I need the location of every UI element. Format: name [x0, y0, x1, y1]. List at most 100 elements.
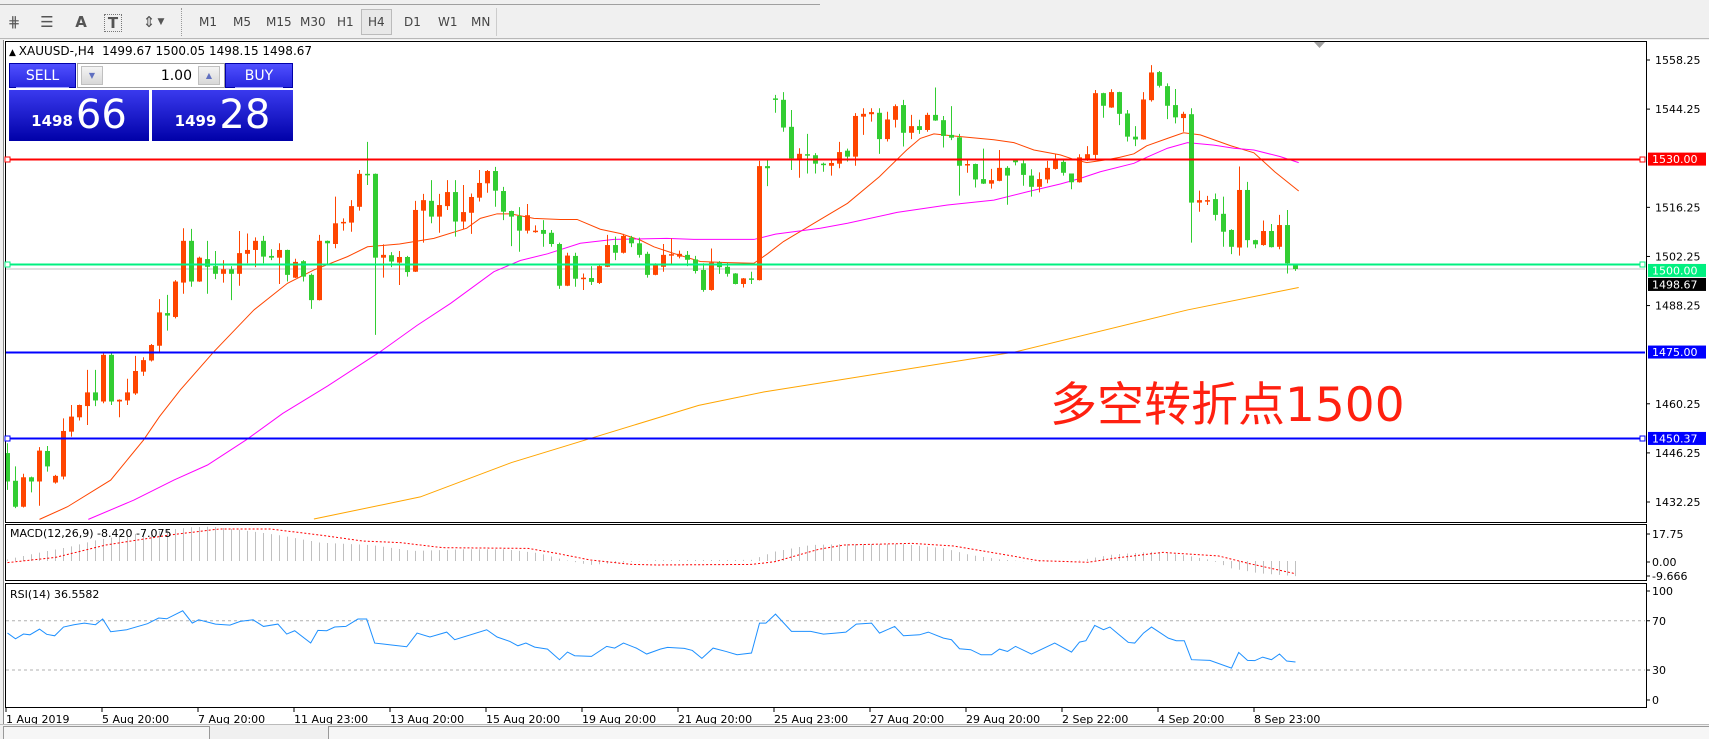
candle: [709, 248, 714, 291]
candle: [613, 236, 618, 261]
candle-body: [781, 99, 786, 128]
candle-body: [789, 126, 794, 159]
candle: [21, 473, 26, 508]
bottom-tab-bar: [0, 724, 1709, 739]
timeframe-h4[interactable]: H4: [361, 9, 392, 35]
time-tick-label: 13 Aug 20:00: [390, 713, 464, 726]
fibonacci-icon[interactable]: ☰: [40, 13, 54, 31]
candle: [1077, 154, 1082, 183]
candle-body: [677, 253, 682, 257]
chart-annotation-text[interactable]: 多空转折点1500: [1050, 378, 1405, 433]
timeframe-w1[interactable]: W1: [438, 15, 458, 29]
candle-body: [325, 240, 330, 244]
dropdown-arrow-icon[interactable]: ▼: [157, 17, 165, 27]
text-icon[interactable]: A: [75, 13, 87, 31]
price-tick-label: 1516.25: [1655, 201, 1701, 214]
candle: [637, 237, 642, 258]
timeframe-m15[interactable]: M15: [266, 15, 292, 29]
candle-body: [6, 453, 10, 482]
rsi-tick-label: 100: [1652, 585, 1673, 598]
candle-body: [69, 416, 74, 432]
candle: [605, 234, 610, 268]
candle: [261, 235, 266, 264]
sell-price-box[interactable]: 149866: [9, 90, 149, 141]
candle: [661, 243, 666, 272]
candle-body: [293, 261, 298, 278]
candle: [933, 87, 938, 121]
elliott-wave-icon[interactable]: ⋕: [7, 13, 21, 31]
candle: [1101, 92, 1106, 118]
candle-body: [453, 192, 458, 222]
chart-tab[interactable]: [3, 726, 210, 739]
candle: [1149, 65, 1154, 102]
time-tick-label: 5 Aug 20:00: [102, 713, 169, 726]
candle-body: [653, 265, 658, 275]
candle-body: [285, 249, 290, 275]
timeframe-m30[interactable]: M30: [300, 15, 326, 29]
candle: [965, 159, 970, 173]
timeframe-mn[interactable]: MN: [471, 15, 491, 29]
sell-button[interactable]: SELL: [9, 63, 76, 88]
price-tick-label: 1558.25: [1655, 54, 1701, 67]
candle-body: [917, 126, 922, 130]
time-tick-label: 11 Aug 23:00: [294, 713, 368, 726]
buy-button[interactable]: BUY: [225, 63, 293, 88]
candle: [1205, 195, 1210, 206]
candle: [589, 266, 594, 286]
candle-body: [821, 163, 826, 166]
symbol-label: XAUUSD-,H4: [18, 44, 95, 58]
candle-body: [941, 120, 946, 136]
candle-body: [477, 182, 482, 198]
candle-body: [501, 191, 506, 212]
timeframe-m1[interactable]: M1: [199, 15, 217, 29]
candle-body: [469, 196, 474, 213]
timeframe-h1[interactable]: H1: [337, 15, 354, 29]
candle: [165, 294, 170, 331]
candle: [1221, 196, 1226, 247]
lot-size-input[interactable]: [104, 66, 196, 85]
timeframe-d1[interactable]: D1: [404, 15, 421, 29]
candle: [1093, 89, 1098, 160]
candle-body: [565, 255, 570, 286]
candle-body: [1205, 200, 1210, 202]
candle-body: [181, 240, 186, 283]
buy-price-box[interactable]: 149928: [152, 90, 293, 141]
toolbar: ⋕ ☰ A T ⇕ ▼ M1 M5 M15 M30 H1 H4 D1 W1 MN: [0, 5, 1709, 39]
candle-body: [205, 259, 210, 267]
candle-body: [1181, 113, 1186, 119]
candle-body: [1253, 240, 1258, 245]
candle-body: [1277, 225, 1282, 247]
candle: [1133, 126, 1138, 147]
candle: [205, 240, 210, 294]
price-tick-label: 1488.25: [1655, 300, 1701, 313]
candle: [309, 273, 314, 309]
lot-increase-button[interactable]: ▲: [198, 66, 220, 85]
chart-tab[interactable]: [328, 726, 1709, 739]
candle-body: [1053, 159, 1058, 169]
candle-body: [517, 215, 522, 231]
lot-decrease-button[interactable]: ▼: [81, 66, 103, 85]
candle: [341, 218, 346, 231]
candle-body: [1085, 154, 1090, 160]
text-label-icon[interactable]: T: [104, 14, 122, 32]
candle: [797, 148, 802, 178]
level-price-label-box: [1648, 263, 1706, 277]
candle-body: [1037, 179, 1042, 187]
chart-shift-marker-icon[interactable]: [1314, 42, 1325, 48]
collapse-triangle-icon[interactable]: ▲: [9, 48, 19, 58]
candle: [69, 405, 74, 437]
candle-body: [1125, 113, 1130, 137]
candle-body: [1029, 175, 1034, 187]
macd-label: MACD(12,26,9) -8.420 -7.075: [10, 527, 171, 540]
candle-body: [629, 237, 634, 244]
arrows-icon[interactable]: ⇕: [142, 13, 156, 31]
candle-body: [773, 98, 778, 100]
candle-body: [989, 180, 994, 184]
candle-body: [949, 134, 954, 138]
timeframe-m5[interactable]: M5: [233, 15, 251, 29]
candle: [485, 169, 490, 193]
candle-body: [445, 192, 450, 207]
candle-body: [837, 152, 842, 164]
candle-body: [389, 255, 394, 262]
candle-body: [381, 254, 386, 258]
